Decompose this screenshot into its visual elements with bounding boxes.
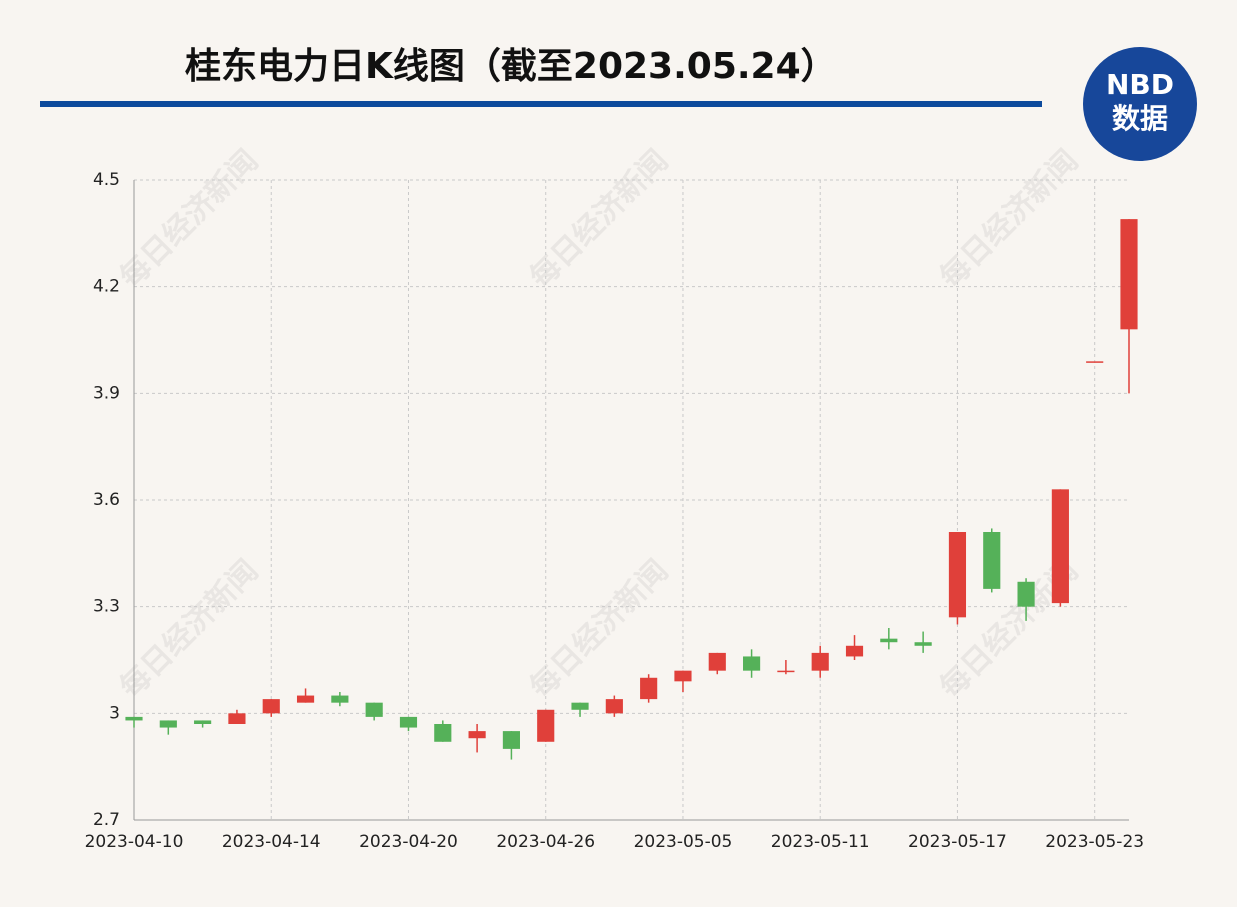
x-tick-label: 2023-04-14 xyxy=(222,832,321,852)
x-tick-label: 2023-05-05 xyxy=(634,832,733,852)
x-tick-label: 2023-04-10 xyxy=(85,832,184,852)
y-tick-label: 3.6 xyxy=(93,490,120,510)
title-rule xyxy=(40,101,1042,107)
candle-body xyxy=(1086,361,1104,363)
candle-body xyxy=(159,720,177,728)
candle-body xyxy=(125,716,143,721)
candle-body xyxy=(194,720,212,724)
candle-body xyxy=(228,713,246,724)
candle-body xyxy=(605,699,623,714)
candle-body xyxy=(365,702,383,717)
candle-body xyxy=(880,638,898,643)
x-tick-label: 2023-04-26 xyxy=(496,832,595,852)
candle-body xyxy=(914,642,932,646)
candle-body xyxy=(502,731,520,749)
candle-body xyxy=(399,716,418,728)
logo-top: NBD xyxy=(1106,68,1174,101)
candle-body xyxy=(434,724,452,742)
candle-body xyxy=(1051,489,1069,604)
candle-body xyxy=(708,652,726,671)
candle-body xyxy=(948,532,967,618)
candle-body xyxy=(845,645,864,657)
candle-body xyxy=(331,695,349,703)
candle-body xyxy=(640,677,658,700)
logo-circle xyxy=(1083,47,1197,161)
y-tick-label: 3 xyxy=(109,703,120,723)
x-tick-label: 2023-05-23 xyxy=(1045,832,1144,852)
candle-body xyxy=(262,699,280,714)
x-tick-label: 2023-05-17 xyxy=(908,832,1007,852)
chart-title: 桂东电力日K线图（截至2023.05.24） xyxy=(185,46,837,87)
y-tick-label: 3.3 xyxy=(93,597,120,617)
candle-body xyxy=(811,652,829,671)
y-tick-label: 4.5 xyxy=(93,170,120,190)
candle-body xyxy=(1017,581,1035,607)
x-tick-label: 2023-04-20 xyxy=(359,832,458,852)
candle-body xyxy=(674,670,692,682)
y-tick-label: 4.2 xyxy=(93,277,120,297)
candle-body xyxy=(777,670,795,673)
candle-body xyxy=(468,731,486,739)
y-tick-label: 3.9 xyxy=(93,383,120,403)
logo-bottom: 数据 xyxy=(1112,102,1168,135)
candle-body xyxy=(537,709,555,742)
y-tick-label: 2.7 xyxy=(93,810,120,830)
candle-body xyxy=(1120,219,1138,330)
candle-body xyxy=(743,656,761,671)
x-tick-label: 2023-05-11 xyxy=(771,832,870,852)
candle-body xyxy=(983,532,1001,589)
candle-body xyxy=(571,702,589,710)
candle-body xyxy=(296,695,315,703)
